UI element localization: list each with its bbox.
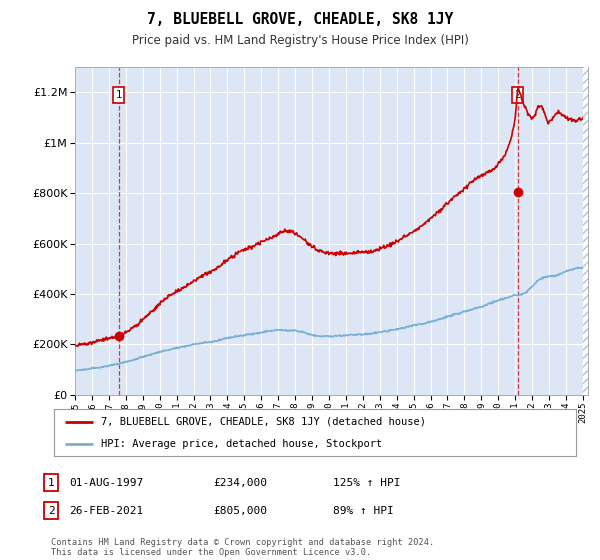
Text: £805,000: £805,000	[213, 506, 267, 516]
Text: 1: 1	[47, 478, 55, 488]
Text: 125% ↑ HPI: 125% ↑ HPI	[333, 478, 401, 488]
Text: 26-FEB-2021: 26-FEB-2021	[69, 506, 143, 516]
Text: 1: 1	[116, 90, 122, 100]
Text: 01-AUG-1997: 01-AUG-1997	[69, 478, 143, 488]
Text: 7, BLUEBELL GROVE, CHEADLE, SK8 1JY (detached house): 7, BLUEBELL GROVE, CHEADLE, SK8 1JY (det…	[101, 417, 426, 427]
Text: Contains HM Land Registry data © Crown copyright and database right 2024.
This d: Contains HM Land Registry data © Crown c…	[51, 538, 434, 557]
Text: Price paid vs. HM Land Registry's House Price Index (HPI): Price paid vs. HM Land Registry's House …	[131, 34, 469, 46]
Text: 2: 2	[47, 506, 55, 516]
Text: 2: 2	[515, 90, 521, 100]
Text: HPI: Average price, detached house, Stockport: HPI: Average price, detached house, Stoc…	[101, 438, 382, 449]
Text: 89% ↑ HPI: 89% ↑ HPI	[333, 506, 394, 516]
Text: £234,000: £234,000	[213, 478, 267, 488]
Text: 7, BLUEBELL GROVE, CHEADLE, SK8 1JY: 7, BLUEBELL GROVE, CHEADLE, SK8 1JY	[147, 12, 453, 27]
